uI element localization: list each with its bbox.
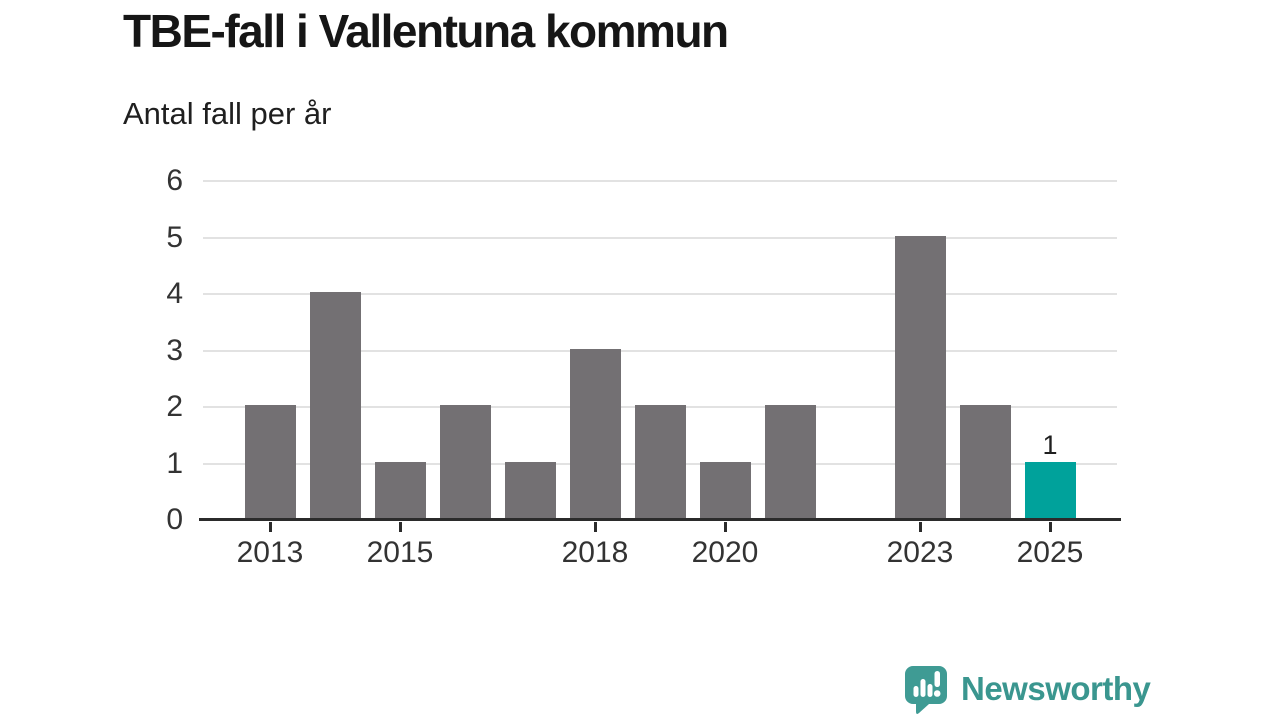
bar-2017 xyxy=(504,461,556,518)
bar-2016 xyxy=(439,405,491,518)
brand-name: Newsworthy xyxy=(961,670,1151,707)
bar-2019 xyxy=(634,405,686,518)
x-axis-line xyxy=(199,518,1121,521)
x-axis-tick-2023 xyxy=(918,522,922,532)
gridline-6 xyxy=(203,180,1117,182)
x-axis-tick-2020 xyxy=(723,522,727,532)
bar-2013 xyxy=(244,405,296,518)
x-axis-tick-2018 xyxy=(593,522,597,532)
x-axis-label-2020: 2020 xyxy=(691,536,759,569)
gridline-5 xyxy=(203,236,1117,239)
y-axis-label-3: 3 xyxy=(166,333,183,367)
chart-title: TBE-fall i Vallentuna kommun xyxy=(123,5,729,57)
bar-2014 xyxy=(309,292,361,518)
bar-2021 xyxy=(764,405,816,518)
plot-area: 0 1 2 3 4 5 6 1 2013 2015 2018 2020 2023 2025 xyxy=(166,164,1121,569)
x-axis-tick-2013 xyxy=(268,522,272,532)
x-axis-label-2023: 2023 xyxy=(886,536,954,569)
brand-footer: Newsworthy xyxy=(903,663,1151,715)
bar-value-label-2025: 1 xyxy=(1042,429,1058,460)
chart-subtitle: Antal fall per år xyxy=(123,96,332,131)
newsworthy-logo-icon xyxy=(905,666,947,714)
x-axis-label-2025: 2025 xyxy=(1016,536,1084,569)
y-axis-label-1: 1 xyxy=(166,446,183,480)
bar-2024 xyxy=(959,405,1011,518)
y-axis-label-4: 4 xyxy=(166,277,183,310)
y-axis-label-0: 0 xyxy=(166,503,183,536)
x-axis-tick-2015 xyxy=(398,522,402,532)
x-axis-label-2013: 2013 xyxy=(236,536,304,569)
bar-2015 xyxy=(374,461,426,518)
y-axis-label-6: 6 xyxy=(166,164,183,197)
x-axis-label-2015: 2015 xyxy=(366,536,434,569)
bar-2023 xyxy=(894,235,946,518)
bar-2025 xyxy=(1024,461,1076,518)
gridline-4 xyxy=(203,293,1117,295)
gridline-3 xyxy=(203,349,1117,352)
bar-2018 xyxy=(569,348,621,518)
x-axis-label-2018: 2018 xyxy=(561,536,629,569)
y-axis-label-2: 2 xyxy=(166,390,183,423)
x-axis-tick-2025 xyxy=(1048,522,1052,532)
y-axis-label-5: 5 xyxy=(166,220,183,254)
bar-2020 xyxy=(699,461,751,518)
